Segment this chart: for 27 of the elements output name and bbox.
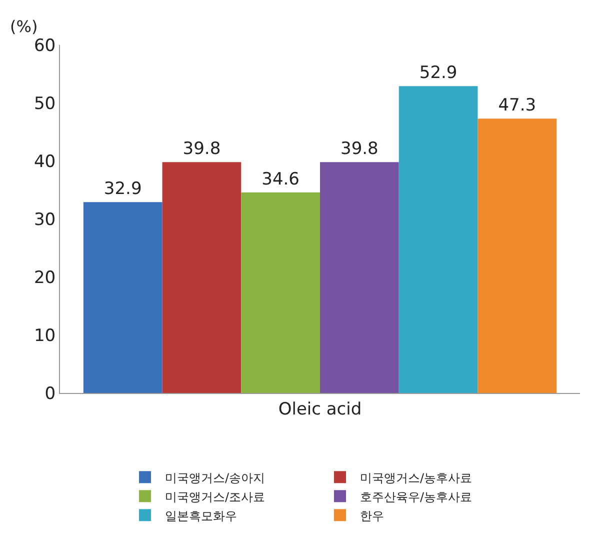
legend-label: 미국앵거스/조사료	[165, 490, 266, 504]
y-tick-label: 20	[34, 268, 56, 288]
data-label: 34.6	[262, 169, 300, 190]
data-label: 52.9	[419, 63, 458, 84]
y-tick-label: 30	[34, 210, 56, 230]
bar	[162, 162, 242, 393]
y-tick-label: 60	[34, 36, 56, 56]
bar	[83, 202, 162, 393]
bar	[478, 118, 557, 393]
x-tick-label: Oleic acid	[278, 399, 362, 420]
bar	[241, 192, 320, 393]
bar	[320, 162, 399, 393]
y-tick-label: 0	[44, 384, 56, 404]
bar	[398, 86, 478, 393]
data-label: 32.9	[104, 179, 142, 200]
y-tick-label: 40	[34, 152, 56, 172]
legend-label: 호주산육우/농후사료	[360, 490, 472, 504]
legend-label: 미국앵거스/농후사료	[360, 470, 472, 485]
data-label: 47.3	[498, 96, 536, 116]
legend-label: 한우	[360, 508, 384, 523]
legend-label: 미국앵거스/송아지	[165, 470, 266, 485]
y-axis-title: (%)	[10, 17, 38, 36]
legend-label: 일본흑모화우	[165, 508, 237, 523]
data-label: 39.8	[182, 139, 221, 160]
y-tick-label: 50	[34, 94, 56, 114]
data-label: 39.8	[340, 139, 378, 160]
y-tick-label: 10	[34, 326, 56, 346]
